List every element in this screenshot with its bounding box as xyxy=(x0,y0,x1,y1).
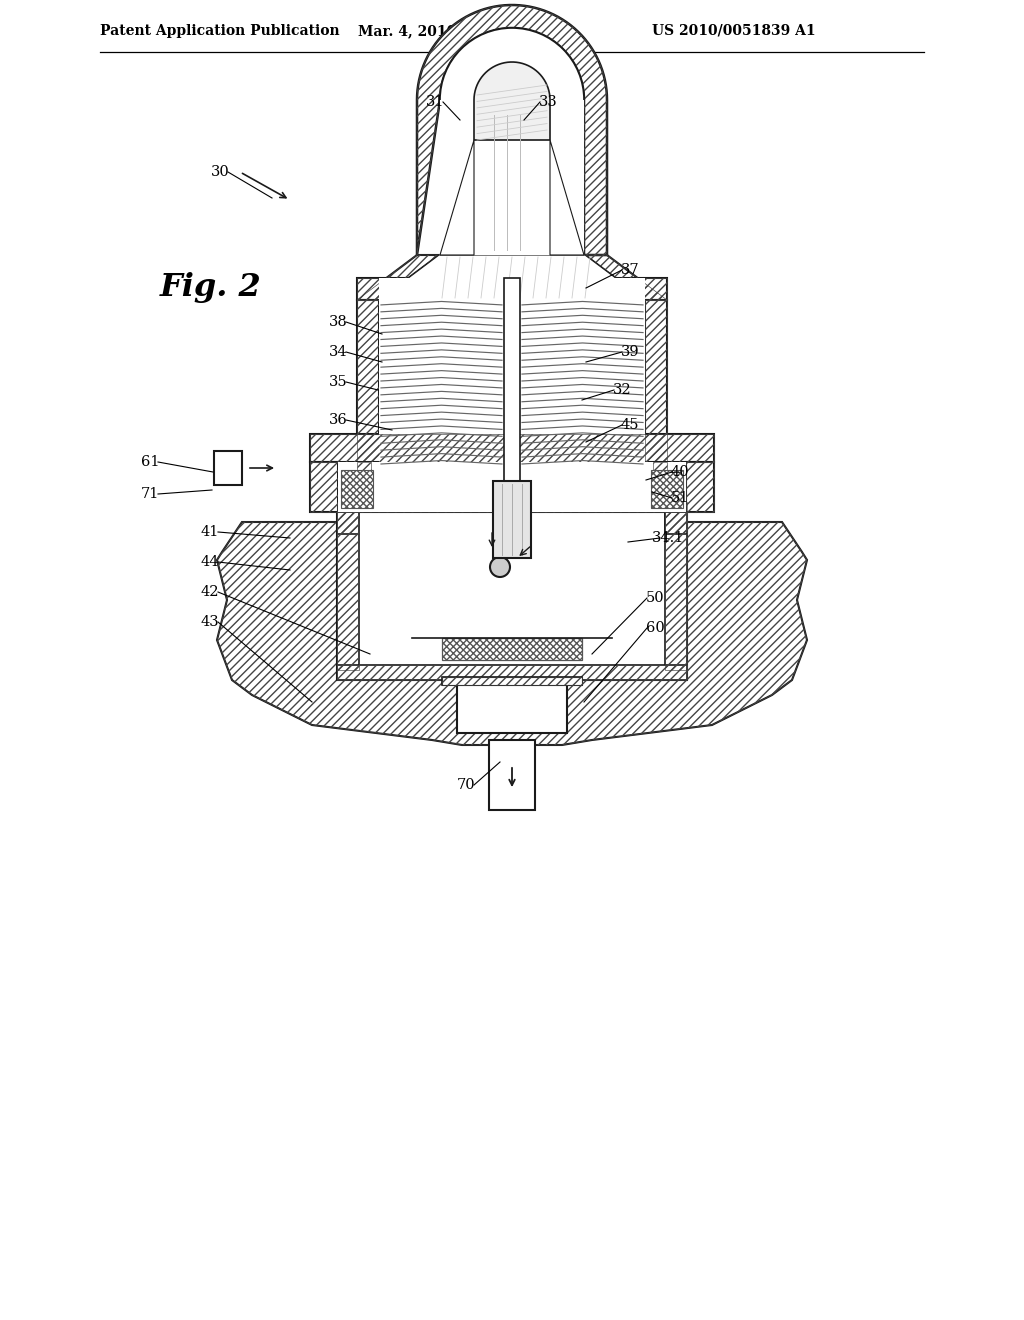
Polygon shape xyxy=(357,255,439,300)
Polygon shape xyxy=(337,512,359,671)
Text: 70: 70 xyxy=(457,777,475,792)
Text: 44: 44 xyxy=(201,554,219,569)
Polygon shape xyxy=(310,434,714,462)
Polygon shape xyxy=(440,28,584,255)
Text: 51: 51 xyxy=(671,491,689,506)
Polygon shape xyxy=(337,512,359,535)
Text: 39: 39 xyxy=(621,345,639,359)
Polygon shape xyxy=(665,512,687,671)
Text: 37: 37 xyxy=(621,263,639,277)
Polygon shape xyxy=(217,521,807,744)
Text: 36: 36 xyxy=(329,413,347,426)
Bar xyxy=(493,480,531,558)
Text: 31: 31 xyxy=(426,95,444,110)
Text: 40: 40 xyxy=(671,465,689,479)
Polygon shape xyxy=(440,140,474,255)
Text: Mar. 4, 2010  Sheet 2 of 4: Mar. 4, 2010 Sheet 2 of 4 xyxy=(358,24,559,38)
Text: 32: 32 xyxy=(612,383,632,397)
Polygon shape xyxy=(665,512,687,535)
Bar xyxy=(442,677,582,685)
Text: 33: 33 xyxy=(539,95,557,110)
Polygon shape xyxy=(214,451,242,484)
Text: 71: 71 xyxy=(141,487,159,502)
Polygon shape xyxy=(337,512,687,733)
Polygon shape xyxy=(357,300,379,462)
Text: 43: 43 xyxy=(201,615,219,630)
Polygon shape xyxy=(357,279,667,300)
Text: 41: 41 xyxy=(201,525,219,539)
Bar xyxy=(489,741,535,810)
Bar xyxy=(442,638,582,660)
Text: 34.1: 34.1 xyxy=(652,531,684,545)
Polygon shape xyxy=(550,140,584,255)
Text: US 2010/0051839 A1: US 2010/0051839 A1 xyxy=(652,24,816,38)
Bar xyxy=(504,279,520,480)
Polygon shape xyxy=(417,5,607,255)
Polygon shape xyxy=(474,62,550,140)
Text: 50: 50 xyxy=(646,591,665,605)
Bar xyxy=(651,470,683,508)
Polygon shape xyxy=(310,462,338,512)
Polygon shape xyxy=(338,462,686,512)
Polygon shape xyxy=(379,279,645,462)
Polygon shape xyxy=(645,300,667,462)
Polygon shape xyxy=(653,462,667,480)
Polygon shape xyxy=(357,462,667,484)
Polygon shape xyxy=(442,677,582,685)
Text: 38: 38 xyxy=(329,315,347,329)
Polygon shape xyxy=(686,462,714,512)
Text: 45: 45 xyxy=(621,418,639,432)
Polygon shape xyxy=(337,502,687,512)
Text: 30: 30 xyxy=(211,165,229,180)
Polygon shape xyxy=(585,255,667,300)
Circle shape xyxy=(490,557,510,577)
Polygon shape xyxy=(379,255,645,300)
Bar xyxy=(341,470,373,508)
Text: 61: 61 xyxy=(140,455,160,469)
Text: 42: 42 xyxy=(201,585,219,599)
Text: 35: 35 xyxy=(329,375,347,389)
Text: 60: 60 xyxy=(645,620,665,635)
Text: 34: 34 xyxy=(329,345,347,359)
Polygon shape xyxy=(337,665,687,680)
Polygon shape xyxy=(357,462,371,480)
Text: Fig. 2: Fig. 2 xyxy=(160,272,262,304)
Text: Patent Application Publication: Patent Application Publication xyxy=(100,24,340,38)
